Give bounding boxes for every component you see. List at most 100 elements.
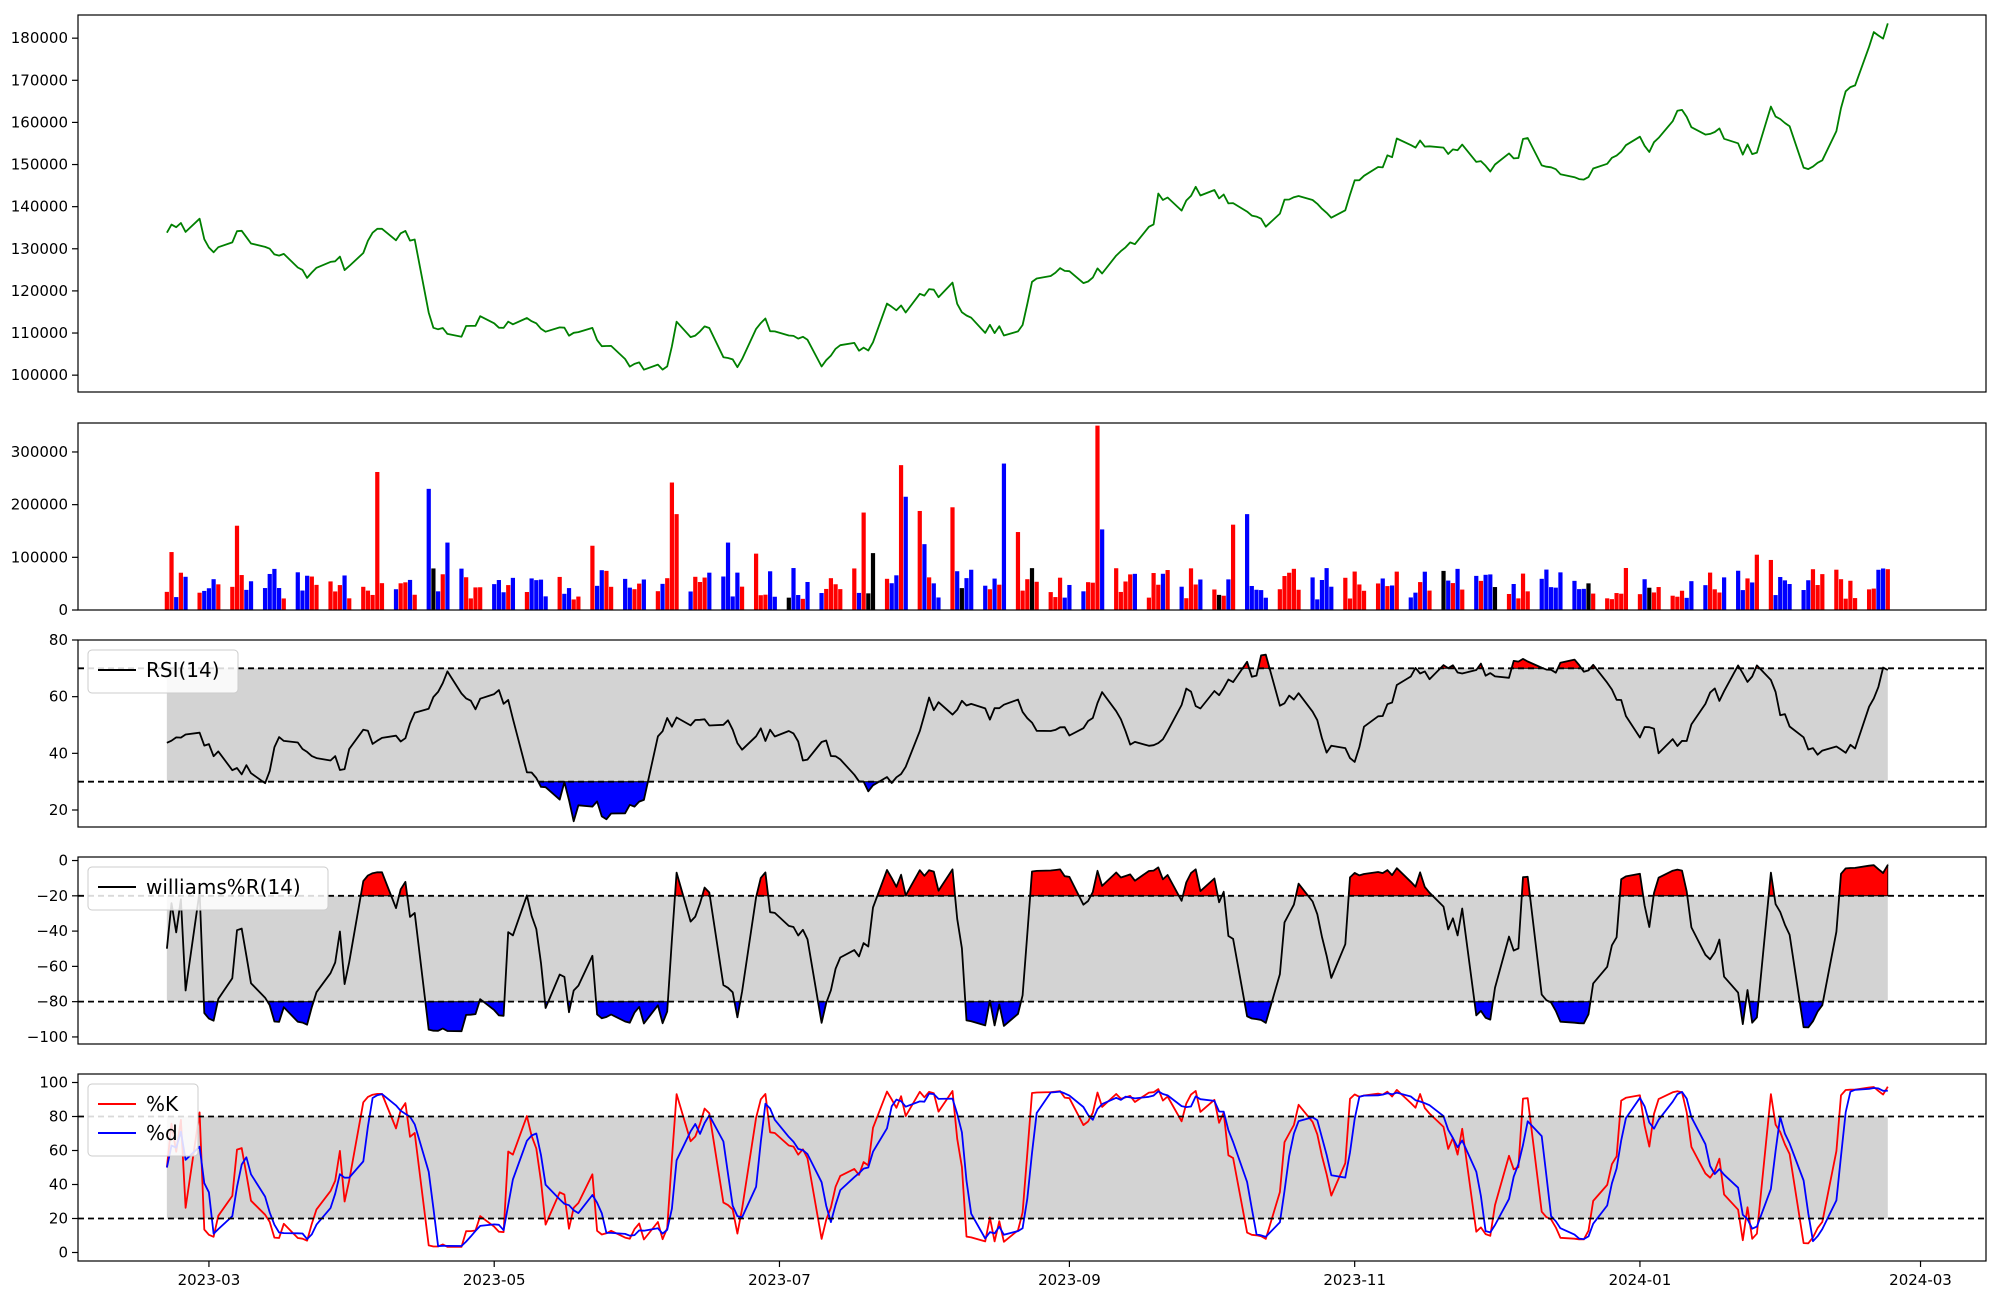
volume-bar [1048,592,1053,610]
volume-bar [604,570,609,610]
volume-bar [1380,578,1385,610]
williams-axes-frame [77,856,1987,1045]
volume-bar [1745,578,1750,610]
volume-bar [1740,590,1745,610]
volume-bar [1656,587,1661,610]
volume-bar [688,591,693,610]
volume-bar [1455,568,1460,610]
volume-bar [206,588,212,610]
volume-bar [599,570,604,610]
volume-bar [768,571,773,610]
volume-bar [1801,590,1806,610]
volume-bar [183,576,188,610]
volume-bar [398,583,403,610]
volume-ytick-label: 200000 [11,496,68,514]
volume-bar [1118,591,1123,610]
volume-bar [1525,591,1530,610]
volume-bar [1707,572,1713,610]
volume-bar [1413,592,1418,610]
stochastic-ytick-label: 80 [49,1108,68,1126]
volume-bar [1548,587,1554,610]
volume-bar [1642,579,1647,610]
x-tick-label: 2023-05 [463,1271,526,1289]
price-ytick-label: 120000 [11,282,68,300]
rsi-ytick-label: 80 [49,631,68,649]
volume-bar [1815,585,1820,610]
volume-bar [1067,584,1072,610]
volume-bar [435,591,441,610]
volume-bar [1249,585,1254,610]
volume-bar [1086,582,1091,610]
volume-bar [1315,599,1320,610]
volume-axes-frame [77,422,1987,611]
volume-bar [1343,577,1348,610]
volume-bar [1750,582,1755,610]
volume-bar [800,598,805,610]
volume-bar [412,594,417,610]
volume-bar [1254,589,1259,610]
volume-bar [594,585,600,610]
volume-bar [1581,588,1586,610]
volume-bar [1806,580,1811,610]
volume-bar [1422,571,1427,610]
volume-bar [1352,571,1357,610]
volume-bar [772,596,777,610]
stochastic-legend [87,1083,199,1157]
volume-bar [1778,577,1783,610]
volume-bar [609,586,614,610]
price-ytick-label: 100000 [11,366,68,384]
volume-bar [763,594,768,610]
volume-bar [1160,573,1166,610]
volume-bar [571,599,576,610]
volume-bar [693,576,698,610]
volume-bar [1782,580,1788,610]
volume-bar [1408,597,1413,610]
volume-bar [1591,593,1596,610]
volume-bar [529,578,534,610]
volume-bar [407,579,413,610]
volume-bar [1015,532,1021,610]
volume-bar [314,584,319,610]
volume-bar [1296,589,1301,610]
volume-bar [1216,594,1222,610]
williams-line [166,864,1889,1033]
volume-bar [478,587,483,610]
volume-bar [665,578,670,610]
volume-bar [1838,579,1844,610]
volume-bar [1357,584,1362,610]
volume-bar [590,545,595,610]
volume-bar [1198,579,1203,610]
volume-bar [992,578,997,610]
volume-bar [1717,592,1722,610]
volume-bar [1722,577,1727,610]
stochastic-legend-label: %K [146,1092,179,1116]
volume-bar [1609,599,1614,610]
volume-bar [1156,584,1161,610]
volume-bar [1114,568,1119,610]
volume-bar [1876,569,1881,610]
volume-bar [1605,598,1610,610]
volume-panel: 0 100000 200000 300000 [11,422,1987,619]
volume-bar [824,588,829,610]
volume-bar [440,574,445,610]
williams-ytick-label: 0 [58,852,68,870]
volume-bar [1754,554,1759,610]
stochastic-legend-label: %d [146,1121,178,1145]
price-panel: 100000 110000 120000 130000 140000 150000 1600… [11,14,1987,393]
volume-bar [702,577,707,610]
price-axes-frame [77,14,1987,393]
volume-bar [1866,589,1872,610]
stochastic-k-line [166,1086,1889,1248]
volume-bar [576,596,581,610]
volume-bar [1329,586,1334,610]
volume-bar [426,488,431,610]
volume-bar [1703,585,1708,610]
x-tick-label: 2023-09 [1038,1271,1101,1289]
volume-bar [1478,580,1484,610]
williams-legend [87,866,329,911]
volume-ytick-label: 100000 [11,548,68,566]
volume-bar [1245,514,1250,610]
volume-bar [267,573,272,610]
volume-bar [1081,591,1086,610]
volume-bar [1474,575,1479,610]
